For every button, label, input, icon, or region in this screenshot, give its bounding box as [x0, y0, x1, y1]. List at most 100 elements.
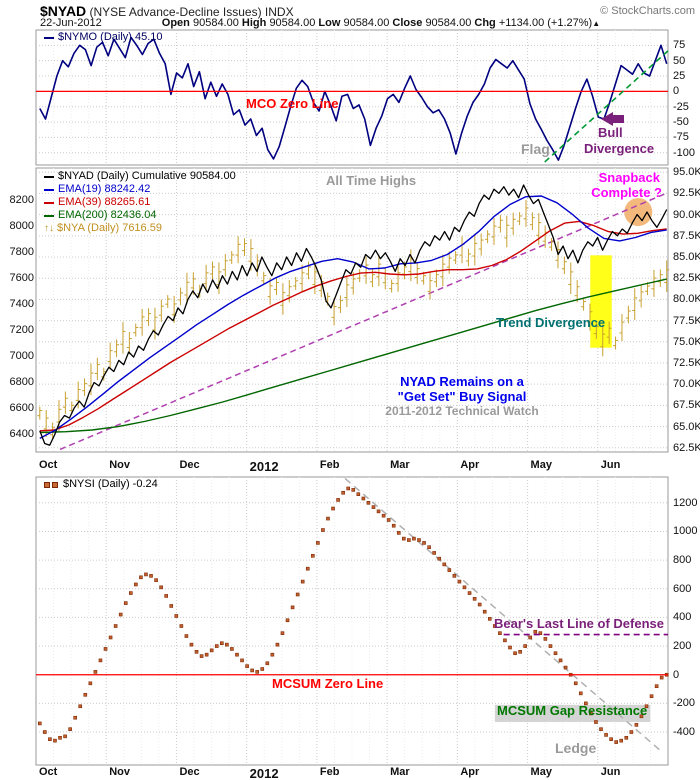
y-axis-tick-label: 95.0K: [673, 166, 700, 179]
nysi-dots: [477, 602, 482, 607]
nysi-dots: [250, 668, 254, 673]
trendline: [59, 191, 669, 451]
nysi-dots: [417, 538, 421, 542]
nysi-dots: [280, 631, 285, 635]
nysi-dots: [594, 720, 598, 724]
nysi-dots: [265, 661, 270, 666]
nysi-dots: [442, 562, 447, 567]
x-axis-label: Nov: [109, 766, 130, 778]
x-axis-label: Jun: [600, 766, 621, 778]
nysi-dots: [179, 624, 184, 628]
nysi-dots: [356, 492, 361, 496]
nysi-dots: [321, 528, 325, 532]
y-axis-tick-label: 72.5K: [673, 356, 700, 369]
panel2-legend: $NYAD (Daily) Cumulative 90584.00 EMA(19)…: [44, 170, 236, 235]
legend-item-label: EMA(200) 82436.04: [58, 209, 157, 221]
y-axis-tick-label: 75: [673, 39, 686, 52]
chg-value: +1134.00 (+1.27%): [498, 17, 593, 29]
legend-item: EMA(19) 88242.42: [44, 183, 236, 196]
nysi-dots: [452, 574, 457, 578]
nysi-dots: [305, 566, 310, 571]
flag-label: Flag: [521, 141, 550, 157]
nysi-dots: [285, 618, 290, 623]
low-label: Low: [318, 17, 341, 29]
nysi-dots: [508, 645, 512, 650]
y-axis-tick-label: 800: [673, 554, 692, 567]
nysi-dots: [240, 658, 244, 663]
legend-swatch-icon: [44, 214, 54, 217]
y-axis-tick-label: 1200: [673, 496, 698, 509]
legend-item: $NYMO (Daily) 45.10: [44, 31, 163, 44]
y-axis-tick-label: -100: [673, 146, 696, 159]
nysi-dots: [472, 596, 477, 601]
nysi-dots: [311, 554, 315, 558]
nysi-dots: [604, 733, 608, 737]
nysi-dots: [336, 498, 340, 502]
nysi-dots: [204, 652, 209, 657]
nysi-dots: [573, 681, 578, 686]
nymo-swatch-icon: [44, 36, 54, 39]
nysi-dots: [644, 704, 649, 709]
copyright-label: © StockCharts.com: [600, 5, 695, 17]
nysi-dots: [255, 670, 259, 674]
nysi-dots: [346, 486, 351, 491]
x-axis-label: Dec: [179, 459, 200, 471]
x-axis-label: 2012: [249, 459, 279, 474]
y-axis-tick-label: 400: [673, 611, 692, 624]
nysi-dots: [331, 506, 335, 511]
nysi-dots: [275, 642, 280, 647]
high-value: 90584.00: [269, 17, 316, 29]
y-axis-tick-label: 8000: [9, 220, 34, 233]
nysi-dots: [391, 523, 396, 528]
y-axis-tick-label: 7400: [9, 298, 34, 311]
nysi-dots: [58, 735, 62, 740]
x-axis-label: May: [530, 766, 552, 778]
snapback-label-2: Complete ?: [591, 185, 662, 200]
legend-item-label: EMA(19) 88242.42: [58, 183, 151, 195]
buy-signal-label-1: NYAD Remains on a: [400, 374, 524, 389]
legend-item: $NYSI (Daily) -0.24: [44, 478, 158, 491]
y-axis-tick-label: 62.5K: [673, 441, 700, 454]
mco-zero-line-label: MCO Zero Line: [246, 96, 339, 111]
y-axis-tick-label: 0: [673, 668, 680, 681]
x-axis-label: Feb: [319, 766, 340, 778]
chart-header: $NYAD (NYSE Advance-Decline Issues) INDX: [40, 3, 294, 19]
nysi-dots: [300, 579, 305, 584]
nysi-dots: [467, 591, 472, 595]
nysi-dots: [144, 572, 148, 577]
y-axis-tick-label: 85.0K: [673, 251, 700, 263]
nysi-dots: [584, 701, 588, 706]
nysi-dots: [629, 730, 634, 734]
y-axis-tick-label: 6600: [9, 401, 34, 414]
nysi-dots: [614, 740, 618, 744]
nysi-dots: [43, 730, 47, 734]
legend-item-label: EMA(39) 88265.61: [58, 196, 151, 208]
bull-divergence-label-1: Bull: [598, 125, 623, 140]
y-axis-tick-label: -400: [673, 726, 696, 739]
nysi-dots: [619, 738, 624, 743]
y-axis-tick-label: 82.5K: [673, 272, 700, 285]
nysi-dots: [578, 691, 583, 696]
nysi-dots: [235, 652, 239, 657]
y-axis-tick-label: 8200: [9, 194, 34, 207]
y-axis-tick-label: 65.0K: [673, 420, 700, 433]
y-axis-tick-label: 70.0K: [673, 378, 700, 391]
nysi-dots: [533, 629, 538, 634]
nysi-dots: [63, 734, 67, 739]
nysi-dots: [108, 635, 113, 640]
nysi-dots: [78, 704, 83, 709]
trendline: [344, 477, 661, 751]
nysi-dots: [260, 667, 265, 671]
nysi-dots: [98, 658, 103, 663]
chg-label: Chg: [474, 17, 496, 29]
panel3-legend: $NYSI (Daily) -0.24: [44, 478, 158, 491]
open-label: Open: [161, 17, 190, 29]
nysi-dots: [270, 652, 275, 657]
nysi-dots: [230, 647, 234, 651]
nysi-dots: [361, 496, 366, 501]
y-axis-tick-label: 6400: [9, 427, 34, 440]
panel1-legend: $NYMO (Daily) 45.10: [44, 31, 163, 44]
nysi-dots: [528, 635, 533, 640]
technical-watch-label: 2011-2012 Technical Watch: [385, 404, 539, 418]
nysi-dots: [402, 536, 406, 541]
